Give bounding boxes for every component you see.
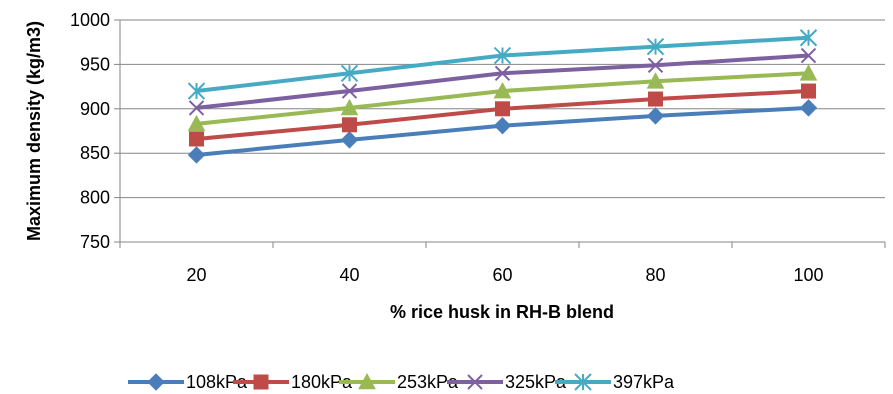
data-point	[646, 72, 665, 89]
x-tick-label: 40	[339, 265, 359, 285]
data-point	[799, 99, 818, 117]
data-point	[801, 83, 816, 99]
data-point	[187, 114, 206, 132]
data-point	[189, 131, 204, 147]
data-point	[188, 100, 205, 116]
legend-label: 397kPa	[613, 372, 675, 392]
legend-item: 253kPa	[339, 372, 459, 392]
y-axis-title: Maximum density (kg/m3)	[24, 21, 44, 241]
legend-label: 325kPa	[505, 372, 567, 392]
data-point	[648, 91, 663, 107]
x-axis-title: % rice husk in RH-B blend	[390, 302, 614, 322]
legend: 108kPa 180kPa 253kPa 325kPa 397kPa	[128, 372, 675, 392]
legend-label: 108kPa	[186, 372, 248, 392]
data-point	[647, 57, 664, 73]
data-point	[646, 37, 665, 56]
y-tick-labels: 750 800 850 900 950 1000	[70, 10, 110, 252]
legend-marker	[358, 372, 376, 390]
y-tick-label: 800	[80, 188, 110, 208]
data-point	[340, 98, 359, 116]
legend-item: 180kPa	[233, 372, 353, 392]
series-397kPa	[187, 29, 818, 100]
legend-label: 180kPa	[291, 372, 353, 392]
x-tick-label: 20	[186, 265, 206, 285]
series-253kPa	[187, 64, 818, 132]
data-point	[187, 146, 206, 164]
data-point	[646, 107, 665, 125]
x-tick-labels: 20 40 60 80 100	[186, 265, 823, 285]
data-point	[799, 64, 818, 81]
data-point	[341, 83, 358, 99]
y-tick-label: 950	[80, 54, 110, 74]
legend-marker	[147, 373, 165, 391]
data-point	[495, 101, 510, 117]
legend-item: 108kPa	[128, 372, 248, 392]
data-point	[494, 65, 511, 81]
series-108kPa	[187, 99, 818, 164]
y-tick-label: 750	[80, 232, 110, 252]
data-point	[342, 117, 357, 133]
data-point	[800, 47, 817, 64]
legend-marker	[574, 373, 592, 391]
legend-marker	[253, 374, 269, 390]
data-point	[799, 29, 818, 47]
legend-label: 253kPa	[397, 372, 459, 392]
data-point	[340, 64, 359, 82]
x-tick-label: 60	[492, 265, 512, 285]
series-180kPa	[189, 83, 816, 147]
data-point	[493, 81, 512, 99]
data-point	[493, 46, 512, 65]
x-tick-label: 100	[793, 265, 823, 285]
data-point	[493, 116, 512, 135]
legend-item: 397kPa	[555, 372, 675, 392]
legend-marker	[467, 374, 483, 390]
y-tick-label: 1000	[70, 10, 110, 30]
y-tick-label: 900	[80, 99, 110, 119]
legend-item: 325kPa	[447, 372, 567, 392]
y-tick-label: 850	[80, 143, 110, 163]
axes	[119, 20, 885, 243]
x-tick-label: 80	[645, 265, 665, 285]
data-point	[187, 82, 206, 100]
series-group	[187, 29, 818, 164]
series-325kPa	[188, 47, 817, 116]
data-point	[340, 131, 359, 149]
